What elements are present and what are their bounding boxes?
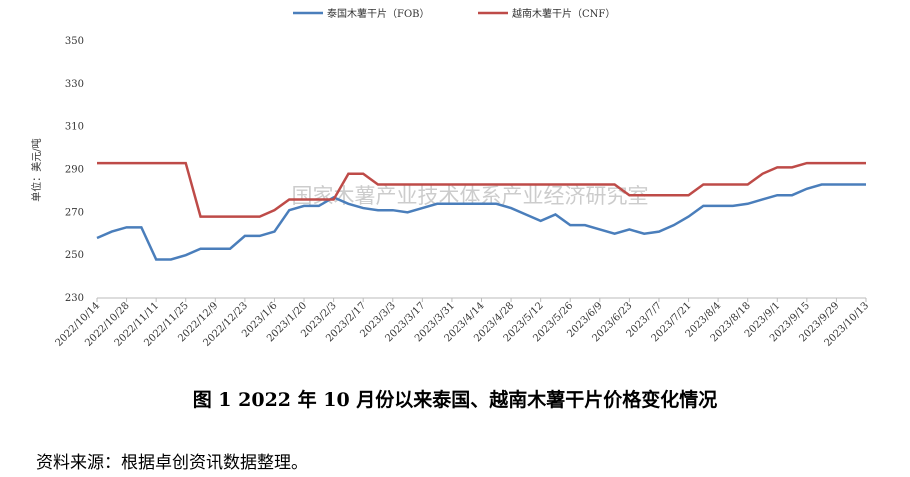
legend-label: 越南木薯干片（CNF） [512, 7, 615, 20]
legend-label: 泰国木薯干片（FOB） [327, 7, 430, 20]
y-tick-label: 290 [65, 165, 84, 176]
series-line [97, 161, 866, 218]
y-tick-label: 330 [65, 79, 84, 90]
series-line [96, 183, 866, 261]
y-tick-label: 270 [65, 207, 84, 218]
y-tick-label: 230 [65, 293, 84, 304]
y-tick-label: 250 [65, 250, 84, 261]
caption: 图 1 2022 年 10 月份以来泰国、越南木薯干片价格变化情况 [192, 389, 718, 411]
y-tick-label: 310 [65, 122, 84, 133]
chart: 国家木薯产业技术体系产业经济研究室 单位：美元/吨 23025027029031… [30, 7, 871, 349]
y-tick-label: 350 [65, 36, 84, 47]
y-axis-label: 单位：美元/吨 [30, 138, 43, 201]
source-note: 资料来源：根据卓创资讯数据整理。 [36, 453, 308, 473]
